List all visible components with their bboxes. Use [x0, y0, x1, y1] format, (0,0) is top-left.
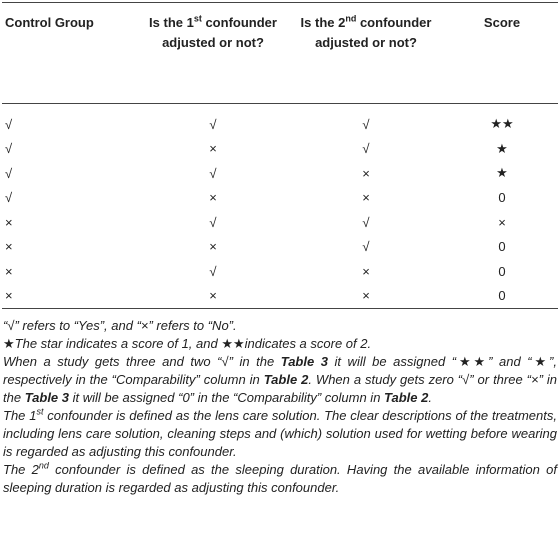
- text-segment: nd: [38, 460, 49, 471]
- text-segment: st: [36, 406, 44, 417]
- text-segment: st: [193, 13, 202, 24]
- table-body: √ √ √ ★★ √ × √ ★ √ √ × ★ √ × × 0 × √ √ × × × √ 0 × √ × 0 × × × 0: [2, 104, 558, 309]
- text-segment: Control Group: [5, 15, 94, 30]
- text-segment: Score: [483, 15, 521, 30]
- text-segment: confounder is defined as the sleeping du…: [3, 462, 557, 495]
- table-cell: ★★: [490, 116, 514, 132]
- footnote: When a study gets three and two “√” in t…: [3, 353, 557, 407]
- text-segment: Is the 1: [149, 15, 194, 30]
- table-row: √ × × 0: [2, 186, 558, 211]
- header-row: Control Group Is the 1st confounder adjus…: [2, 2, 558, 104]
- table-cell: ×: [209, 141, 217, 157]
- table-cell: 0: [498, 239, 506, 255]
- text-segment: Is the 2: [300, 15, 346, 30]
- text-segment: When a study gets three and two “√” in t…: [3, 354, 281, 369]
- table-cell: ×: [2, 283, 140, 309]
- footnote: ★The star indicates a score of 1, and ★★…: [3, 335, 557, 353]
- table-cell: ×: [286, 283, 446, 309]
- table-row: × √ √ ×: [2, 210, 558, 235]
- table-cell: ×: [140, 283, 286, 309]
- table-cell: √: [5, 165, 13, 181]
- table-cell: √: [5, 190, 13, 206]
- text-segment: confounder adjusted or not?: [162, 15, 277, 50]
- table-cell: ★: [496, 140, 508, 156]
- table-cell: √: [5, 141, 13, 157]
- text-segment: . When a study gets zero “√” or three “×…: [3, 372, 557, 405]
- table-cell: ×: [362, 263, 370, 279]
- table-cell: ×: [5, 239, 13, 255]
- text-segment: confounder is defined as the lens care s…: [3, 408, 557, 459]
- table-cell: √: [362, 239, 370, 255]
- header-cell: Score: [446, 2, 558, 104]
- table-cell: √: [5, 116, 13, 132]
- text-segment: The 2: [3, 462, 39, 477]
- text-segment: it will be assigned “0” in the “Comparab…: [69, 390, 385, 405]
- table-cell: ×: [362, 165, 370, 181]
- text-segment: Table 2: [263, 372, 309, 387]
- table: Control Group Is the 1st confounder adjus…: [2, 2, 558, 309]
- table-row: × × √ 0: [2, 235, 558, 260]
- footnote: The 2nd confounder is defined as the sle…: [3, 461, 557, 497]
- header-cell: Is the 2nd confounder adjusted or not?: [286, 2, 446, 104]
- text-segment: ★The star indicates a score of 1, and ★★…: [3, 336, 372, 351]
- header-cell: Control Group: [2, 2, 140, 104]
- table-cell: ×: [209, 239, 217, 255]
- table-cell: √: [209, 214, 217, 230]
- table-row: √ √ √ ★★: [2, 104, 558, 137]
- text-segment: it will be assigned “★★” and “★”, respec…: [3, 354, 557, 387]
- table-cell: ×: [362, 190, 370, 206]
- text-segment: .: [428, 390, 432, 405]
- table-cell: √: [362, 141, 370, 157]
- table-row: × × × 0: [2, 283, 558, 309]
- table-cell: ★: [496, 165, 508, 181]
- text-segment: Table 3: [280, 354, 328, 369]
- table-cell: √: [209, 116, 217, 132]
- table-cell: 0: [498, 190, 506, 206]
- table-cell: ×: [5, 263, 13, 279]
- table-cell: ×: [498, 214, 506, 230]
- table-cell: √: [209, 165, 217, 181]
- footnote: “√” refers to “Yes”, and “×” refers to “…: [3, 317, 557, 335]
- table-cell: √: [209, 263, 217, 279]
- table-row: √ × √ ★: [2, 137, 558, 162]
- footnote: The 1st confounder is defined as the len…: [3, 407, 557, 461]
- table-cell: √: [362, 116, 370, 132]
- table-cell: ×: [209, 190, 217, 206]
- text-segment: confounder adjusted or not?: [315, 15, 432, 50]
- text-segment: “√” refers to “Yes”, and “×” refers to “…: [3, 318, 237, 333]
- table-row: × √ × 0: [2, 259, 558, 284]
- text-segment: The 1: [3, 408, 37, 423]
- text-segment: nd: [345, 13, 357, 24]
- table-row: √ √ × ★: [2, 161, 558, 186]
- text-segment: Table 3: [24, 390, 70, 405]
- table-cell: √: [362, 214, 370, 230]
- footnotes: “√” refers to “Yes”, and “×” refers to “…: [3, 317, 557, 497]
- table-cell: ×: [5, 214, 13, 230]
- table-cell: 0: [498, 263, 506, 279]
- table-cell: 0: [446, 283, 558, 309]
- text-segment: Table 2: [384, 390, 429, 405]
- header-cell: Is the 1st confounder adjusted or not?: [140, 2, 286, 104]
